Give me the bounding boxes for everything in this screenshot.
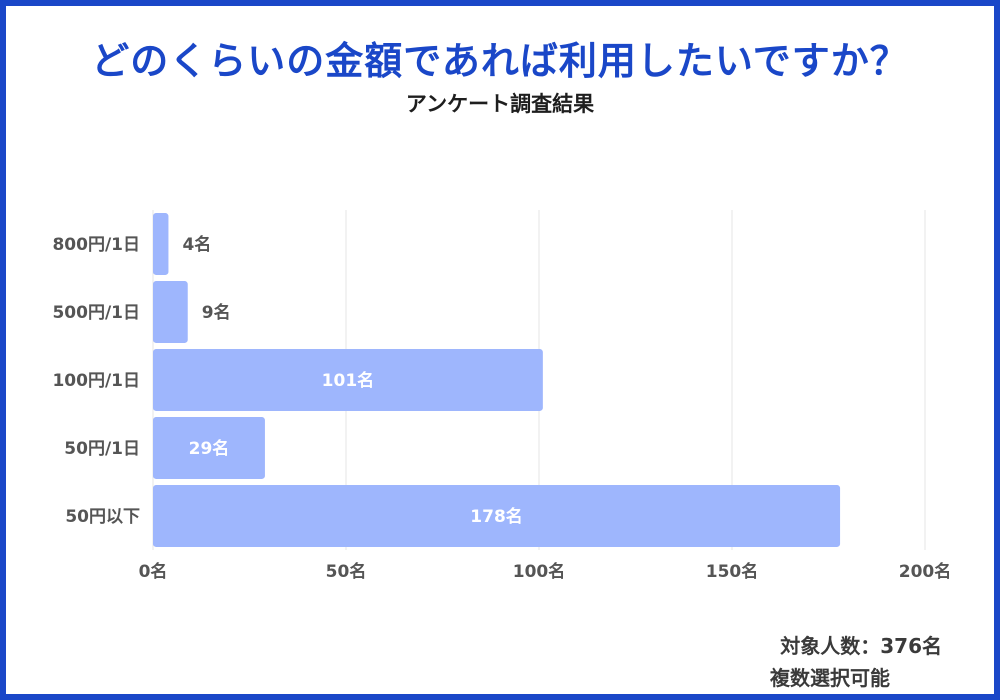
data-label: 178名 <box>470 506 523 527</box>
category-label: 500円/1日 <box>52 303 140 323</box>
x-tick-label: 150名 <box>706 561 759 582</box>
data-label: 101名 <box>322 370 375 391</box>
category-label: 100円/1日 <box>52 371 140 391</box>
multiple-choice-note: 複数選択可能 <box>770 666 890 690</box>
x-tick-label: 0名 <box>139 561 168 582</box>
data-label: 29名 <box>189 438 230 459</box>
category-label: 50円/1日 <box>64 439 140 459</box>
x-tick-label: 50名 <box>326 561 367 582</box>
x-tick-label: 200名 <box>899 561 952 582</box>
bar <box>153 349 543 411</box>
category-label: 800円/1日 <box>52 235 140 255</box>
bar <box>153 281 188 343</box>
data-label: 4名 <box>182 234 211 255</box>
data-label: 9名 <box>202 302 231 323</box>
respondent-count-note: 対象人数：376名 <box>780 634 942 658</box>
chart-title: どのくらいの金額であれば利用したいですか？ <box>91 39 909 83</box>
bar <box>153 485 841 547</box>
x-tick-label: 100名 <box>513 561 566 582</box>
bar <box>153 417 265 479</box>
chart-subtitle: アンケート調査結果 <box>405 92 595 116</box>
bar <box>153 213 169 275</box>
category-label: 50円以下 <box>65 507 140 527</box>
